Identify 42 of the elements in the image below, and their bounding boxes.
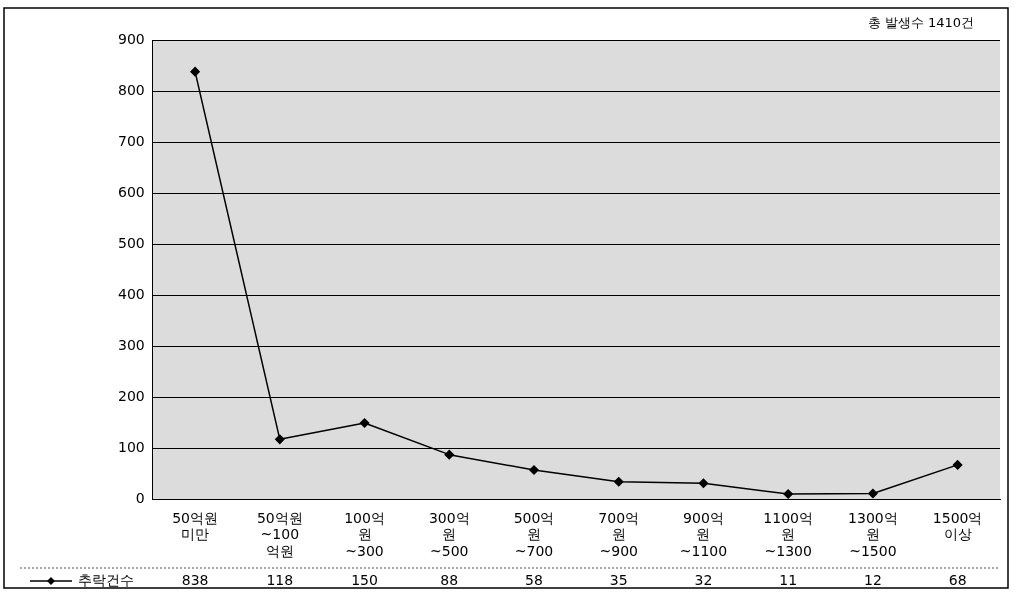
x-tick-label: 900억 원 ~1100	[679, 509, 728, 560]
y-tick-label: 0	[135, 490, 145, 507]
point	[359, 418, 370, 428]
data-label: 58	[525, 571, 543, 588]
point	[529, 465, 539, 475]
y-tick-label: 200	[117, 388, 145, 405]
data-label: 88	[440, 571, 459, 588]
point	[444, 449, 455, 460]
point	[952, 460, 963, 470]
data-label: 11	[779, 571, 798, 588]
x-tick-label: 500억 원 ~700	[513, 509, 555, 560]
y-tick-label: 500	[117, 234, 145, 251]
data-label: 12	[863, 571, 882, 588]
data-label: 32	[694, 571, 713, 588]
point	[613, 476, 624, 487]
data-label: 150	[351, 571, 378, 588]
point	[275, 434, 285, 445]
data-label: 838	[181, 571, 209, 588]
x-tick-label: 700억 원 ~900	[598, 509, 640, 560]
point	[868, 488, 878, 499]
x-tick-label: 50억원 미만	[172, 509, 218, 543]
y-tick-label: 600	[117, 183, 145, 200]
text: 총 발생수 1410건	[867, 14, 974, 32]
x-tick-label: 100억 원 ~300	[344, 509, 385, 560]
y-tick-label: 400	[117, 285, 145, 302]
y-tick-label: 300	[117, 337, 145, 354]
legend-label: 추락건수	[78, 571, 134, 588]
x-tick-label: 1300억 원 ~1500	[848, 509, 898, 560]
point	[783, 489, 793, 499]
y-tick-label: 100	[117, 439, 145, 456]
x-tick-label: 300억 원 ~500	[428, 509, 470, 560]
point	[698, 478, 709, 489]
y-tick-label: 900	[117, 30, 145, 47]
data-label: 35	[609, 571, 628, 588]
point	[190, 66, 200, 77]
x-tick-label: 50억원 ~100 억원	[256, 509, 303, 560]
x-tick-label: 1100억 원 ~1300	[763, 509, 813, 560]
y-tick-label: 800	[117, 81, 145, 98]
data-label: 118	[266, 571, 294, 588]
data-label: 68	[948, 571, 967, 588]
x-tick-label: 1500억 이상	[932, 509, 983, 543]
y-tick-label: 700	[117, 132, 145, 149]
